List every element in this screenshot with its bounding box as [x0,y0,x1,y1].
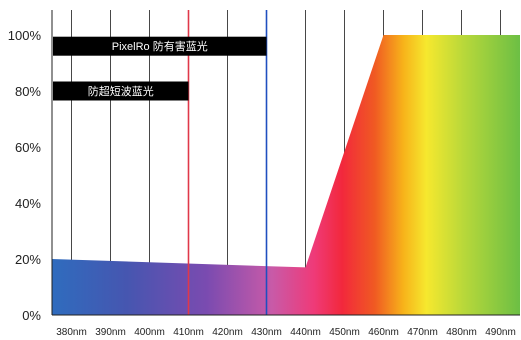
y-tick-label: 100% [8,28,42,43]
y-tick-label: 60% [15,140,41,155]
x-tick-label: 440nm [290,327,321,338]
annotations: 防超短波蓝光 PixelRo 防有害蓝光 [53,36,267,101]
y-tick-label: 40% [15,196,41,211]
x-tick-label: 480nm [446,327,477,338]
x-tick-label: 430nm [251,327,282,338]
y-tick-label: 0% [22,308,41,323]
x-tick-label: 420nm [212,327,243,338]
marker-lines [187,10,268,315]
annotation-label-1: PixelRo 防有害蓝光 [112,39,208,53]
annotation-box-1 [53,36,267,56]
y-ticks: 0% 20% 40% 60% 80% 100% [8,28,42,323]
x-tick-label: 390nm [95,327,126,338]
y-tick-label: 80% [15,84,41,99]
x-ticks: 380nm 390nm 400nm 410nm 420nm 430nm 440nm 450nm… [56,327,516,338]
spectrum-area [52,35,520,315]
x-tick-label: 410nm [173,327,204,338]
x-tick-label: 400nm [134,327,165,338]
annotation-box-0 [53,81,189,101]
x-tick-label: 380nm [56,327,87,338]
y-tick-label: 20% [15,252,41,267]
x-tick-label: 470nm [407,327,438,338]
x-tick-label: 490nm [485,327,516,338]
x-tick-label: 460nm [368,327,399,338]
annotation-label-0: 防超短波蓝光 [88,84,154,98]
x-tick-label: 450nm [329,327,360,338]
